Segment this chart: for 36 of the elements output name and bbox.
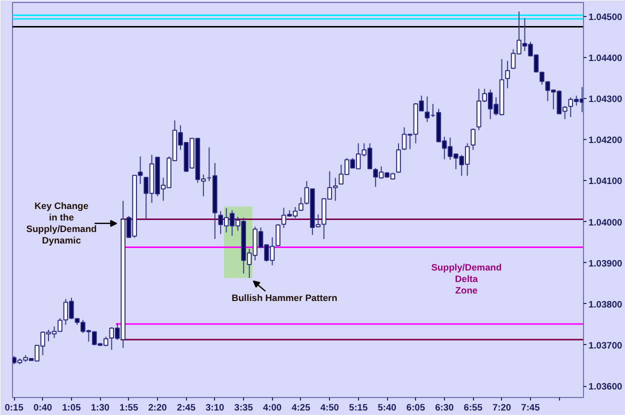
x-tick-label: 7:45	[521, 402, 540, 412]
y-tick-label: 1.04200	[588, 135, 622, 146]
y-tick-label: 1.04500	[588, 12, 622, 22]
x-tick-label: 7:20	[492, 402, 512, 412]
y-tick-label: 1.04400	[588, 53, 622, 64]
x-tick-label: 6:55	[464, 402, 482, 412]
y-tick-label: 1.04300	[588, 94, 622, 104]
annotation: Key Change in the Supply/Demand Dynamic	[26, 201, 98, 246]
x-tick-label: 1:30	[90, 402, 110, 412]
candlestick	[276, 224, 280, 246]
y-tick-label: 1.03800	[588, 299, 622, 310]
y-tick-label: 1.03700	[588, 340, 622, 350]
annotation: Bullish Hammer Pattern	[232, 293, 338, 304]
candlestick	[470, 128, 476, 150]
x-tick-label: 0:15	[4, 402, 24, 412]
x-tick-label: 5:15	[349, 402, 368, 412]
candlestick	[505, 60, 510, 89]
x-tick-label: 3:10	[206, 402, 224, 412]
x-tick-label: 0:40	[33, 402, 52, 412]
x-tick-label: 1:55	[120, 402, 138, 412]
annotation: Supply/Demand Delta Zone	[431, 262, 502, 296]
x-tick-label: 6:30	[435, 402, 454, 412]
x-tick-label: 5:40	[378, 402, 396, 412]
x-tick-label: 4:25	[292, 402, 310, 412]
y-tick-label: 1.03600	[588, 382, 622, 392]
y-tick-label: 1.04000	[588, 217, 622, 228]
x-tick-label: 3:35	[234, 402, 253, 412]
x-tick-label: 4:50	[320, 402, 339, 412]
x-tick-label: 2:45	[176, 402, 196, 412]
y-tick-label: 1.03900	[588, 258, 622, 268]
candlestick	[396, 142, 401, 174]
x-tick-label: 2:20	[148, 402, 167, 412]
x-tick-label: 4:00	[262, 402, 282, 412]
x-tick-label: 6:05	[406, 402, 426, 412]
x-tick-label: 1:05	[62, 402, 81, 412]
y-tick-label: 1.04100	[588, 176, 622, 186]
